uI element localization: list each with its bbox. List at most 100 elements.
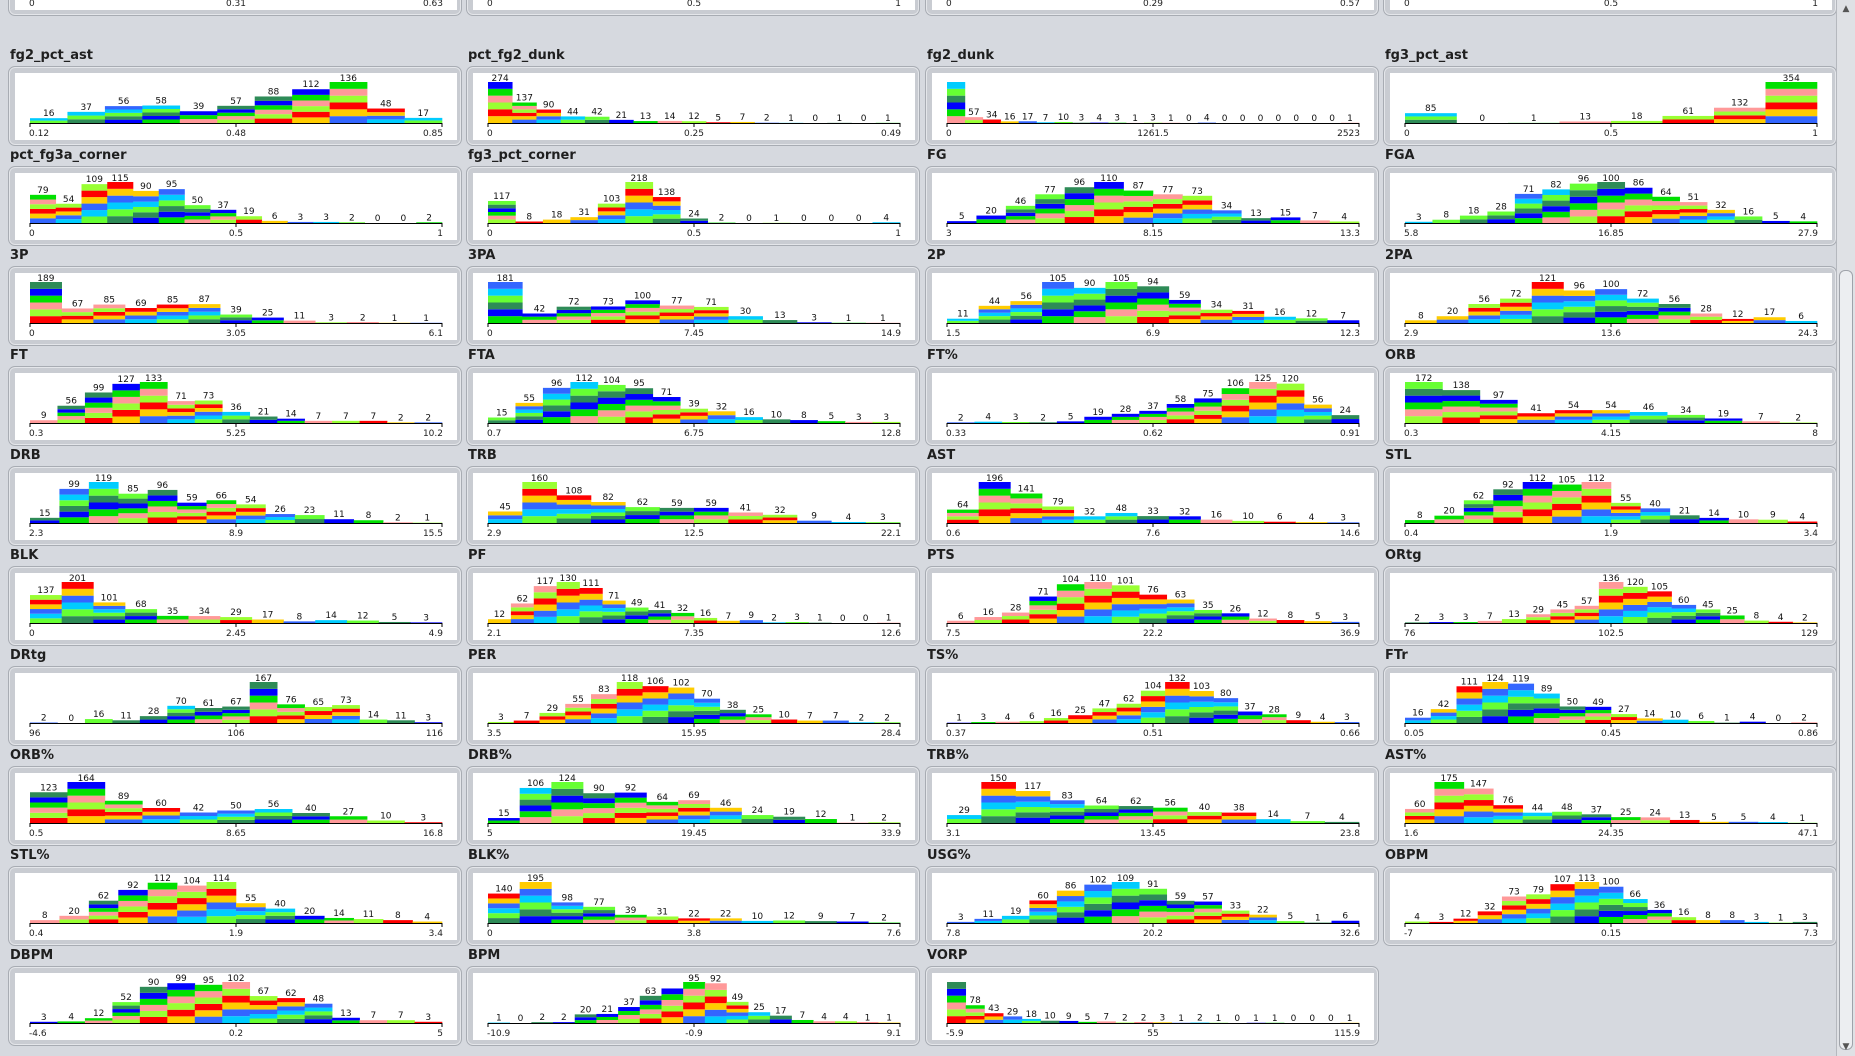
bar-segment <box>1453 921 1478 923</box>
bar-segment <box>59 495 89 501</box>
bar-count-label: 97 <box>1493 391 1504 401</box>
histogram-bar <box>1500 299 1532 323</box>
scroll-down-icon[interactable]: ▼ <box>1839 1040 1853 1054</box>
bar-segment <box>543 400 571 406</box>
bar-segment <box>1478 919 1503 923</box>
x-tick-label: 0.29 <box>1143 0 1163 9</box>
bar-segment <box>1627 319 1659 323</box>
bar-segment <box>660 320 695 323</box>
bar-segment <box>1141 712 1166 717</box>
x-tick-label: 14.6 <box>1340 529 1360 539</box>
bar-segment <box>62 603 94 610</box>
bar-count-label: 3 <box>1802 913 1808 923</box>
bar-segment <box>1222 914 1250 917</box>
bar-segment <box>167 405 195 409</box>
bar-segment <box>1167 603 1195 607</box>
x-tick-label: 7.45 <box>684 329 704 339</box>
bar-count-label: 3 <box>425 713 431 723</box>
bar-segment <box>405 120 443 123</box>
bar-segment <box>570 396 598 403</box>
histogram-title: STL <box>1385 448 1412 464</box>
scroll-up-icon[interactable]: ▲ <box>1839 2 1853 16</box>
bar-segment <box>207 909 237 916</box>
bar-segment <box>1696 620 1721 623</box>
bar-count-label: 12 <box>1257 610 1268 620</box>
histogram-frame: 9 56 99 127 133 71 73 36 21 14 7 7 7 2 2 0.3 5.25 10.2 <box>8 366 462 446</box>
bar-segment <box>236 911 266 915</box>
histogram-bar <box>140 987 168 1023</box>
bar-segment <box>1124 212 1154 217</box>
bar-count-label: 62 <box>1123 695 1134 705</box>
bar-count-label: 13 <box>640 112 651 122</box>
bar-segment <box>1534 708 1560 713</box>
vertical-scrollbar[interactable]: ▲ ▼ <box>1836 0 1855 1056</box>
bar-segment <box>1194 415 1222 419</box>
histogram-bar <box>694 508 729 523</box>
x-tick-label: 7.6 <box>887 929 902 939</box>
bar-count-label: 16 <box>93 710 105 720</box>
histogram-bar <box>668 688 694 723</box>
histogram-panel: PTS 6 16 28 71 104 110 101 76 63 35 26 12 8 5 3 7.5 22.2 3… <box>925 548 1379 648</box>
bar-count-label: 7 <box>1758 412 1764 422</box>
bar-segment <box>1169 315 1201 319</box>
histogram-title: TRB <box>468 448 497 464</box>
bar-segment <box>1057 896 1085 901</box>
histogram-bar <box>1630 412 1668 423</box>
bar-count-label: 20 <box>68 907 80 917</box>
bar-segment <box>520 909 552 916</box>
bar-count-label: 32 <box>1715 201 1726 211</box>
bar-count-label: 82 <box>1550 180 1561 190</box>
x-tick-label: 0.15 <box>1601 929 1621 939</box>
bar-segment <box>1552 819 1582 823</box>
bar-segment <box>1570 197 1598 204</box>
x-tick-label: 0 <box>29 229 35 239</box>
bar-segment <box>1057 604 1085 610</box>
x-tick-label: 24.3 <box>1798 329 1818 339</box>
bar-segment <box>585 120 610 123</box>
bar-segment <box>1560 720 1586 723</box>
bar-segment <box>1714 112 1766 116</box>
bar-segment <box>694 519 729 523</box>
bar-segment <box>1194 613 1222 616</box>
histogram-chart: 8 206292112 104 114554020 14 11 8 40.4 1.9 3.4 <box>15 873 457 940</box>
bar-segment <box>661 988 683 994</box>
bar-count-label: 16 <box>1211 511 1223 521</box>
bar-segment <box>1487 215 1515 219</box>
bar-segment <box>30 618 62 623</box>
bar-segment <box>591 699 617 704</box>
bar-segment <box>770 1019 792 1023</box>
bar-count-label: 14 <box>664 112 676 122</box>
scroll-thumb[interactable] <box>1839 270 1853 1050</box>
bar-segment <box>1194 912 1222 916</box>
bar-segment <box>30 609 62 614</box>
bar-segment <box>1214 715 1239 719</box>
histogram-panel: FT 9 56 99 127 133 71 73 36 21 14 7 7 7 2 2 0.3 5.25 10.2 <box>8 348 462 448</box>
x-tick-label: 8.65 <box>226 829 246 839</box>
histogram-bar <box>367 109 405 123</box>
histogram-bar <box>1526 894 1551 923</box>
bar-segment <box>488 116 513 123</box>
bar-count-label: 1 <box>1178 1014 1184 1024</box>
bar-segment <box>488 420 516 423</box>
bar-count-label: 189 <box>37 274 54 284</box>
x-tick-label: 0.4 <box>1404 529 1419 539</box>
bar-segment <box>195 416 223 420</box>
bar-count-label: 37 <box>217 201 228 211</box>
bar-segment <box>185 212 211 216</box>
histogram-bar <box>292 89 330 123</box>
bar-count-label: 11 <box>294 312 305 322</box>
bar-segment <box>1029 614 1057 618</box>
bar-segment <box>93 316 125 320</box>
bar-count-label: 112 <box>302 80 319 90</box>
bar-segment <box>30 289 62 296</box>
bar-segment <box>981 809 1016 816</box>
bar-segment <box>1434 809 1464 816</box>
bar-segment <box>188 312 220 316</box>
bar-count-label: 83 <box>1061 791 1072 801</box>
bar-segment <box>1262 720 1287 723</box>
bar-segment <box>680 419 708 423</box>
bar-segment <box>210 220 236 223</box>
bar-count-label: 4 <box>1778 613 1784 623</box>
x-tick-label: 15.5 <box>423 529 443 539</box>
bar-segment <box>1405 812 1435 816</box>
